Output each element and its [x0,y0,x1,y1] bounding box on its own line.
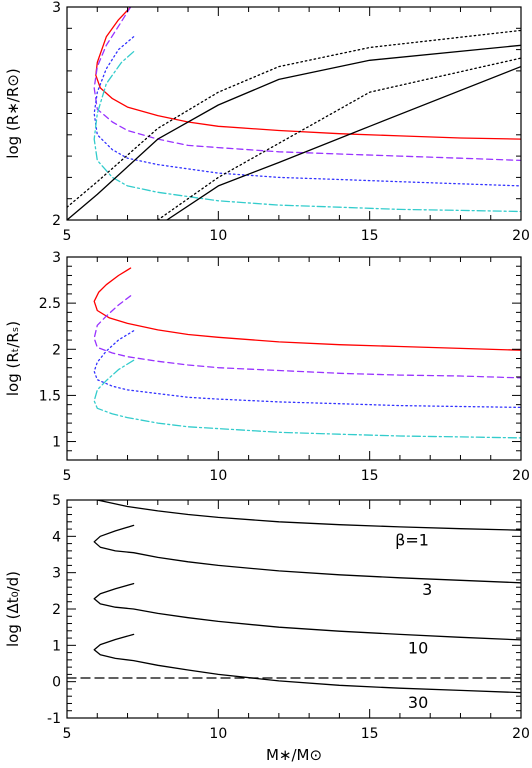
plot-frame [66,6,522,221]
series-line-1 [93,7,521,162]
x-axis-label: M∗/M⊙ [266,746,322,764]
x-tick-label: 5 [63,468,72,484]
series-group [67,500,521,694]
y-tick-label: 2.5 [39,296,61,312]
x-tick-label: 10 [209,228,227,244]
series-line-7 [157,57,521,220]
y-tick-label: 3 [52,566,61,582]
curve-annotation: β=1 [395,530,429,549]
panel-truncation-radius: 5 10 15 20 1 1.5 2 2.5 3 log (Rₜ/Rₛ) [4,250,530,484]
x-tick-label: 15 [361,726,379,742]
series-line-1 [93,524,521,584]
y-tick-label: 1 [52,435,61,451]
series-line-3 [93,51,521,213]
series-line-1 [93,295,521,379]
curve-annotation: 3 [422,580,432,599]
x-tick-label: 5 [63,726,72,742]
x-tick-label: 5 [63,228,72,244]
x-tick-label: 15 [361,468,379,484]
y-tick-label: 2 [52,342,61,358]
series-line-6 [166,65,521,220]
series-line-5 [67,29,521,208]
curve-annotation: 10 [408,638,428,657]
series-line-2 [93,36,521,187]
y-tick-label: 0 [52,675,61,691]
panel-timescale: 5 10 15 20 -1 0 1 2 3 4 5 log (Δt₀/d) M∗/M⊙ β=1 3 10 30 [4,493,530,764]
y-tick-label: 1.5 [39,388,61,404]
y-axis-label: log (Δt₀/d) [4,571,22,647]
x-tick-label: 15 [361,228,379,244]
series-line-3 [93,633,521,694]
series-group [93,267,521,439]
x-tick-label: 20 [512,468,530,484]
x-tick-label: 20 [512,726,530,742]
series-line-3 [93,359,521,439]
y-axis-label: log (R∗/R⊙) [4,68,22,158]
series-line-0 [95,7,521,140]
series-line-2 [93,330,521,409]
y-tick-label: 2 [52,213,61,229]
series-line-0 [96,500,521,531]
y-axis-label: log (Rₜ/Rₛ) [4,321,22,396]
y-tick-label: 3 [52,0,61,16]
plot-frame [66,256,522,461]
series-group [67,7,521,220]
y-tick-label: 3 [52,250,61,266]
y-tick-label: -1 [47,711,61,727]
y-tick-label: 5 [52,493,61,509]
y-tick-label: 2 [52,602,61,618]
series-line-2 [93,582,521,641]
x-tick-label: 10 [209,726,227,742]
panel-radius: 5 10 15 20 2 3 log (R∗/R⊙) [4,0,530,244]
curve-annotation: 30 [408,693,428,712]
x-tick-label: 20 [512,228,530,244]
x-tick-label: 10 [209,468,227,484]
series-line-4 [67,44,521,220]
series-line-0 [93,267,521,351]
y-tick-label: 4 [52,529,61,545]
y-tick-label: 1 [52,638,61,654]
